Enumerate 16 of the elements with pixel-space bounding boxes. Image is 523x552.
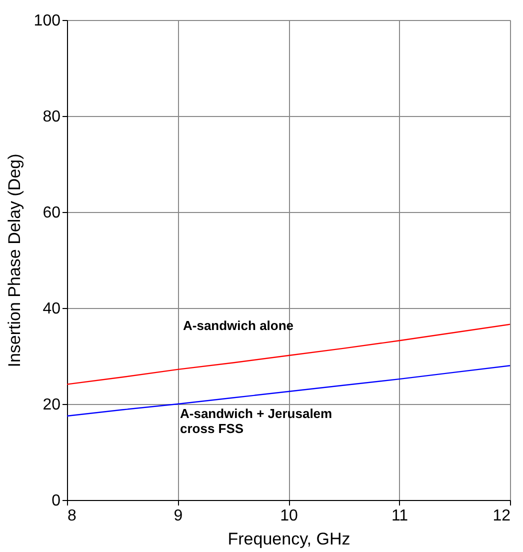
y-tick-label: 0: [52, 492, 61, 510]
x-tick-label: 11: [391, 508, 408, 524]
y-tick-label: 60: [42, 204, 61, 222]
x-axis-title: Frequency, GHz: [228, 530, 350, 548]
annotation: A-sandwich alone: [183, 318, 294, 333]
y-axis-title: Insertion Phase Delay (Deg): [4, 154, 24, 368]
y-tick-label: 80: [42, 108, 61, 126]
x-tick-label: 8: [68, 508, 76, 524]
y-tick-label: 20: [42, 396, 61, 414]
x-tick-label: 9: [174, 508, 183, 524]
x-tick-label: 12: [492, 508, 511, 524]
x-tick-label: 10: [280, 508, 298, 524]
line-series: [66, 365, 511, 417]
y-tick-label: 100: [34, 12, 61, 30]
y-tick-label: 40: [42, 300, 61, 318]
annotation: A-sandwich + Jerusalem cross FSS: [180, 406, 332, 436]
